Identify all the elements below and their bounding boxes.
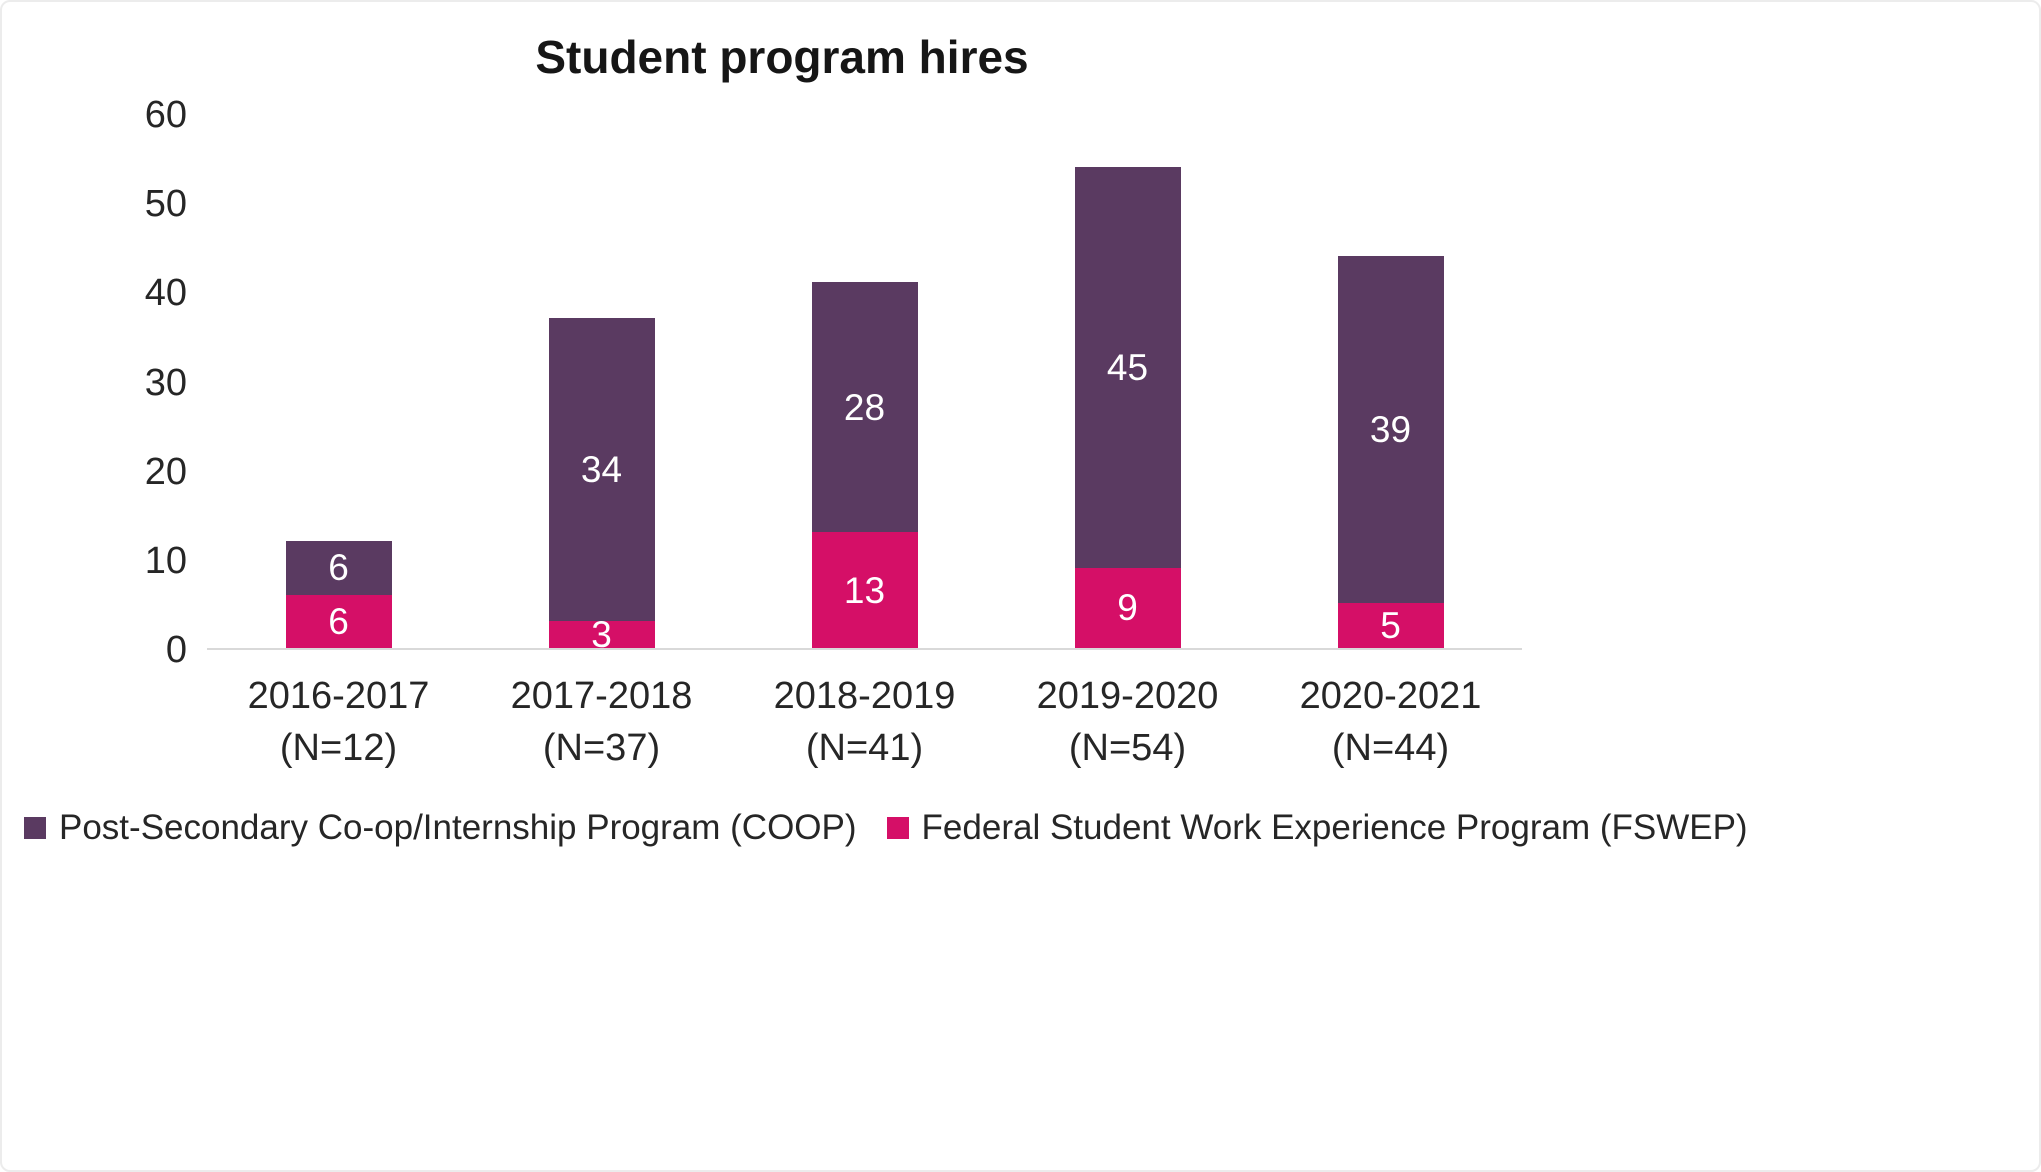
bar-2017-2018: 34 3 [548, 318, 655, 653]
x-axis-label: 2016-2017 (N=12) [207, 670, 470, 775]
y-tick-label: 0 [165, 629, 187, 671]
legend-label: Federal Student Work Experience Program … [921, 808, 1748, 847]
bar-value-label: 6 [328, 600, 349, 642]
bar-value-label: 28 [843, 386, 886, 428]
bar-segment-fswep: 5 [1337, 603, 1444, 648]
bar-value-label: 39 [1369, 409, 1412, 451]
x-axis-label-year: 2020-2021 [1299, 675, 1482, 717]
legend-swatch [886, 817, 909, 839]
x-axis-label: 2017-2018 (N=37) [470, 670, 733, 775]
x-axis-label-n: (N=44) [1331, 727, 1450, 770]
y-tick-label: 20 [144, 450, 187, 493]
legend-label: Post-Secondary Co-op/Internship Program … [59, 808, 857, 847]
x-axis-label-year: 2018-2019 [773, 675, 956, 717]
bar-segment-coop: 6 [285, 541, 392, 595]
bar-2020-2021: 39 5 [1337, 255, 1444, 648]
x-axis-label-year: 2019-2020 [1036, 675, 1219, 717]
bar-value-label: 5 [1380, 605, 1401, 647]
bar-value-label: 9 [1117, 587, 1138, 629]
x-axis-label: 2018-2019 (N=41) [733, 670, 996, 775]
y-tick-label: 40 [144, 272, 187, 315]
bar-value-label: 3 [591, 614, 612, 656]
bar-2019-2020: 45 9 [1074, 166, 1181, 648]
y-tick-label: 50 [144, 183, 187, 226]
bar-segment-fswep: 3 [548, 616, 655, 653]
bar-segment-fswep: 13 [811, 532, 918, 648]
chart-title: Student program hires [535, 31, 1029, 83]
x-axis-label: 2020-2021 (N=44) [1259, 670, 1522, 775]
bar-2018-2019: 28 13 [811, 282, 918, 648]
bar-value-label: 34 [580, 449, 623, 491]
plot-area: 6 6 34 3 28 13 45 9 39 5 [207, 115, 1522, 653]
y-tick-label: 30 [144, 361, 187, 404]
bar-segment-coop: 28 [811, 282, 918, 533]
bar-segment-fswep: 6 [285, 594, 392, 648]
bar-value-label: 45 [1106, 346, 1149, 388]
bar-segment-fswep: 9 [1074, 567, 1181, 648]
bar-segment-coop: 34 [548, 318, 655, 622]
bar-segment-coop: 45 [1074, 166, 1181, 568]
bar-value-label: 6 [328, 547, 349, 589]
y-tick-label: 60 [144, 94, 187, 136]
x-axis-labels: 2016-2017 (N=12) 2017-2018 (N=37) 2018-2019 (… [207, 670, 1522, 770]
legend-item: Federal Student Work Experience Program … [886, 808, 1748, 848]
y-tick-label: 10 [144, 539, 187, 582]
x-axis-label-n: (N=37) [542, 727, 661, 770]
x-axis-label-n: (N=12) [279, 727, 398, 770]
legend-item: Post-Secondary Co-op/Internship Program … [24, 808, 857, 848]
x-axis-label-n: (N=41) [805, 727, 924, 770]
x-axis-label-n: (N=54) [1068, 727, 1187, 770]
bar-value-label: 13 [843, 569, 886, 611]
y-axis: 0 10 20 30 40 50 60 [2, 96, 187, 669]
legend: Post-Secondary Co-op/Internship Program … [24, 808, 1748, 848]
x-axis-label-year: 2016-2017 [247, 675, 430, 717]
legend-swatch [24, 817, 46, 839]
x-axis-label: 2019-2020 (N=54) [996, 670, 1259, 775]
bar-segment-coop: 39 [1337, 255, 1444, 604]
x-axis-label-year: 2017-2018 [510, 675, 693, 717]
